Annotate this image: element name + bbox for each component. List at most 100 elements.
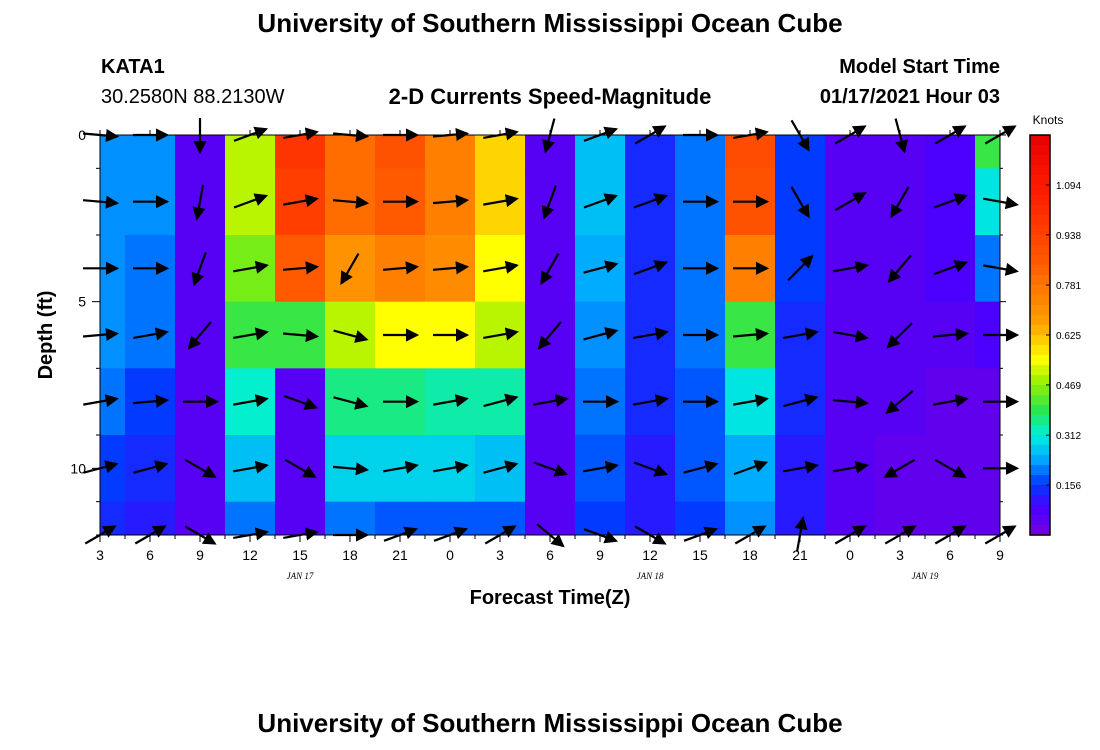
x-tick-label: 3 xyxy=(96,547,104,563)
x-tick-label: 9 xyxy=(996,547,1004,563)
current-vector xyxy=(483,194,519,208)
x-tick-label: 15 xyxy=(292,547,308,563)
current-vector xyxy=(583,193,619,209)
heatmap-cell xyxy=(275,135,326,169)
current-vector xyxy=(132,394,170,408)
model-start-value: 01/17/2021 Hour 03 xyxy=(819,86,1000,108)
heatmap-cell xyxy=(100,501,126,536)
x-tick-label: 3 xyxy=(496,547,504,563)
current-vector xyxy=(887,254,912,284)
date-label: JAN 17 xyxy=(287,571,314,581)
heatmap-cell xyxy=(100,135,126,169)
colorbar-swatch xyxy=(1030,475,1050,486)
current-vector xyxy=(933,193,969,209)
current-vector xyxy=(383,460,419,474)
current-vector xyxy=(483,260,519,274)
current-vector xyxy=(583,460,619,474)
colorbar-swatch xyxy=(1030,175,1050,186)
heatmap-cell xyxy=(725,501,776,536)
heatmap-cell xyxy=(725,135,776,169)
y-tick-label: 5 xyxy=(78,294,86,310)
current-vector xyxy=(483,460,519,474)
current-vector xyxy=(282,261,320,275)
current-vector xyxy=(833,329,869,343)
current-vector xyxy=(883,458,916,478)
heatmap-cell xyxy=(825,501,876,536)
current-vector xyxy=(233,327,269,341)
colorbar-swatch xyxy=(1030,315,1050,326)
top-title: University of Southern Mississippi Ocean… xyxy=(257,8,843,38)
date-label: JAN 18 xyxy=(637,571,664,581)
colorbar-swatch xyxy=(1030,155,1050,166)
current-vector xyxy=(683,460,719,474)
heatmap-cell xyxy=(625,501,676,536)
current-vector xyxy=(783,393,819,408)
bottom-title: University of Southern Mississippi Ocean… xyxy=(257,708,843,738)
current-vector xyxy=(783,460,819,474)
y-axis: 0 5 10 xyxy=(70,127,1006,536)
heatmap-cell xyxy=(775,135,826,169)
heatmap-cell xyxy=(325,135,376,169)
x-axis: 3 6 9 12 15 18 21 0 3 6 9 12 15 18 21 0 3 6 9 JAN 17 JAN 18 J… xyxy=(96,130,1004,581)
heatmap-cell xyxy=(225,135,276,169)
colorbar-tick-label: 1.094 xyxy=(1056,181,1081,192)
current-vector xyxy=(583,260,619,274)
colorbar-swatch xyxy=(1030,525,1050,536)
current-vector xyxy=(933,394,969,408)
colorbar-swatch xyxy=(1030,355,1050,366)
station-id: KATA1 xyxy=(101,56,165,78)
colorbar-swatch xyxy=(1030,505,1050,516)
colorbar-swatch xyxy=(1030,365,1050,376)
colorbar-tick-label: 0.156 xyxy=(1056,481,1081,492)
current-vector xyxy=(483,327,519,341)
colorbar-tick-label: 0.938 xyxy=(1056,231,1081,242)
colorbar-swatch xyxy=(1030,275,1050,286)
current-vector xyxy=(184,458,217,478)
colorbar-swatch xyxy=(1030,265,1050,276)
colorbar-swatch xyxy=(1030,145,1050,156)
y-tick-label: 0 xyxy=(78,127,86,143)
colorbar-tick-label: 0.625 xyxy=(1056,331,1081,342)
current-vector xyxy=(233,193,269,209)
model-start-label: Model Start Time xyxy=(839,56,1000,78)
colorbar-tick-label: 0.312 xyxy=(1056,431,1081,442)
heatmap-cell xyxy=(125,135,176,169)
colorbar-swatch xyxy=(1030,405,1050,416)
colorbar-swatch xyxy=(1030,445,1050,456)
station-coords: 30.2580N 88.2130W xyxy=(101,86,285,108)
x-tick-label: 9 xyxy=(596,547,604,563)
heatmap-cell xyxy=(225,501,276,536)
current-vector xyxy=(192,184,206,221)
colorbar-swatch xyxy=(1030,185,1050,196)
colorbar-swatch xyxy=(1030,495,1050,506)
colorbar-units: Knots xyxy=(1033,113,1064,127)
colorbar-tick-label: 0.469 xyxy=(1056,381,1081,392)
heatmap-cell xyxy=(475,135,526,169)
colorbar-swatch xyxy=(1030,345,1050,356)
colorbar-swatch xyxy=(1030,515,1050,526)
current-vector xyxy=(283,194,319,208)
colorbar-swatch xyxy=(1030,255,1050,266)
current-vector xyxy=(541,185,557,220)
heatmap-cell xyxy=(825,135,876,169)
x-tick-label: 0 xyxy=(846,547,854,563)
colorbar-swatch xyxy=(1030,335,1050,346)
colorbar-swatch xyxy=(1030,375,1050,386)
current-vector xyxy=(282,328,320,343)
current-vector xyxy=(633,193,669,209)
heatmap-cell xyxy=(575,135,626,169)
current-vector xyxy=(633,394,669,408)
current-vector xyxy=(133,327,169,341)
x-tick-label: 0 xyxy=(446,547,454,563)
x-tick-label: 6 xyxy=(946,547,954,563)
current-vector xyxy=(832,395,870,409)
colorbar-swatch xyxy=(1030,195,1050,206)
heatmap-cell xyxy=(100,435,126,503)
current-vector xyxy=(233,394,269,408)
current-vector xyxy=(633,461,669,477)
colorbar-swatch xyxy=(1030,455,1050,466)
current-vector xyxy=(633,260,669,276)
heatmap-cell xyxy=(625,135,676,169)
current-vector xyxy=(886,322,913,349)
heatmap-cell xyxy=(525,135,576,169)
